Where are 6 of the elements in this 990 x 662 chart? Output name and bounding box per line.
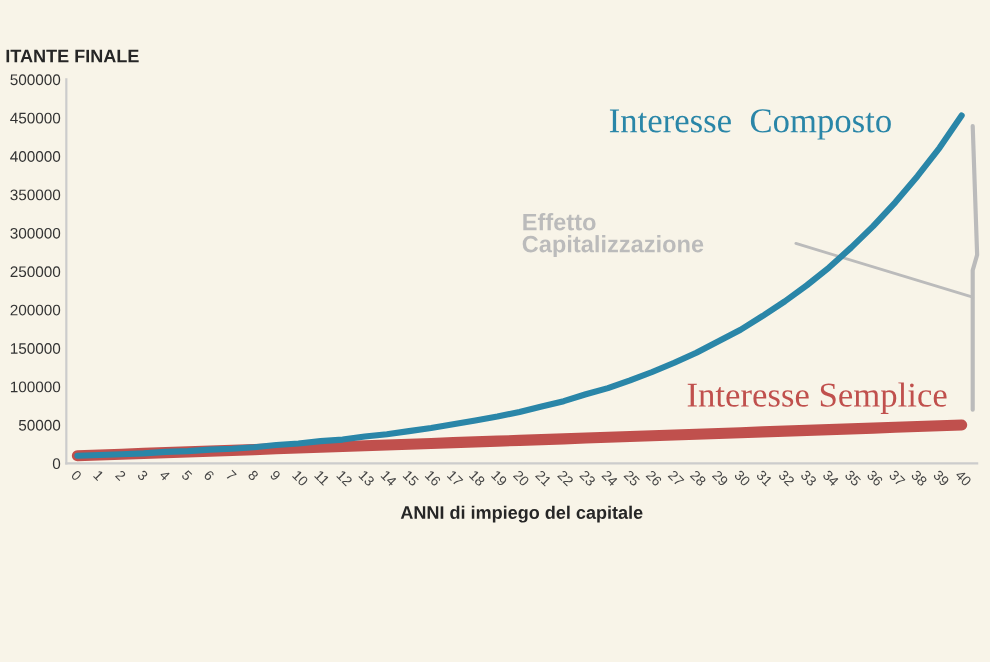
- series-label: Interesse Composto: [609, 109, 891, 140]
- annotation: Effetto Capitalizzazione: [522, 213, 704, 258]
- series-label: Interesse Semplice: [687, 382, 947, 414]
- y-axis-title: ITANTE FINALE: [6, 49, 139, 63]
- line-series: [74, 112, 965, 459]
- x-axis-title: ANNI di impiego del capitale: [400, 505, 643, 523]
